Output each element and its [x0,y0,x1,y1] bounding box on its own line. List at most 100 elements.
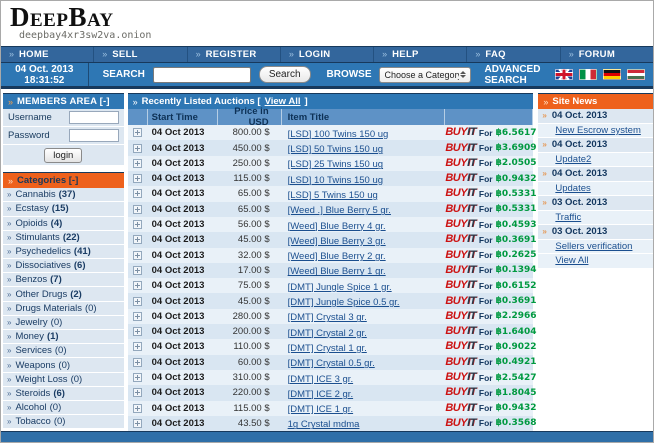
news-article-link[interactable]: Updates [555,182,591,194]
category-item[interactable]: » Jewelry (0) [3,315,124,331]
item-title-link[interactable]: [LSD] 5 Twins 150 ug [287,190,378,201]
buy-it-button[interactable]: BUYIT [445,356,476,368]
buy-it-button[interactable]: BUYIT [445,295,476,307]
expand-icon[interactable] [133,220,143,230]
expand-icon[interactable] [133,342,143,352]
nav-item-sell[interactable]: SELL [94,46,188,63]
uk-flag-icon[interactable] [555,69,573,81]
news-view-all-link[interactable]: View All [555,255,589,267]
view-all-link[interactable]: View All [264,96,301,108]
buy-it-button[interactable]: BUYIT [445,249,476,261]
item-title-link[interactable]: [DMT] ICE 3 gr. [287,373,354,385]
expand-icon[interactable] [133,204,143,214]
expand-icon[interactable] [133,327,143,337]
buy-it-button[interactable]: BUYIT [445,264,476,276]
expand-icon[interactable] [133,418,143,428]
username-field[interactable] [68,111,119,125]
expand-icon[interactable] [133,265,143,275]
nav-item-forum[interactable]: FORUM [561,47,653,63]
item-title-link[interactable]: [Weed] Blue Berry 4 gr. [287,220,386,232]
category-select[interactable]: Choose a Category [378,66,471,83]
password-field[interactable] [68,129,119,143]
buy-it-button[interactable]: BUYIT [445,234,476,245]
item-title-link[interactable]: [Weed] Blue Berry 3 gr. [287,235,386,247]
buy-it-button[interactable]: BUYIT [445,188,476,199]
news-article-link[interactable]: New Escrow system [555,124,641,136]
expand-icon[interactable] [133,296,143,306]
expand-icon[interactable] [133,143,143,153]
category-item[interactable]: » Weapons (0) [3,358,124,373]
buy-it-button[interactable]: BUYIT [445,219,476,230]
item-title-link[interactable]: [LSD] 50 Twins 150 ug [287,144,384,156]
news-article-link[interactable]: Update2 [555,153,592,165]
expand-icon[interactable] [133,158,143,168]
category-item[interactable]: » Money (1) [3,330,124,345]
buy-it-button[interactable]: BUYIT [445,326,476,337]
buy-it-button[interactable]: BUYIT [445,417,476,429]
item-title-link[interactable]: [DMT] ICE 1 gr. [287,404,354,416]
item-title-link[interactable]: [DMT] Crystal 3 gr. [287,312,367,324]
item-title-link[interactable]: [Weed] Blue Berry 2 gr. [287,251,386,263]
item-title-link[interactable]: [DMT] Crystal 0.5 gr. [287,358,375,370]
expand-icon[interactable] [133,388,143,398]
expand-icon[interactable] [133,357,143,367]
category-item[interactable]: » Other Drugs (2) [3,287,124,302]
item-title-link[interactable]: [Weed] Blue Berry 1 gr. [287,266,386,278]
hungary-flag-icon[interactable] [627,69,645,81]
category-item[interactable]: » Benzos (7) [3,273,124,288]
germany-flag-icon[interactable] [603,69,621,81]
expand-icon[interactable] [133,235,143,245]
category-item[interactable]: » Steroids (6) [3,386,124,401]
search-input[interactable] [152,66,251,83]
expand-icon[interactable] [133,250,143,260]
nav-item-register[interactable]: REGISTER [188,46,281,63]
item-title-link[interactable]: [DMT] Crystal 2 gr. [287,327,367,339]
category-item[interactable]: » Opioids (4) [3,216,124,231]
item-title-link[interactable]: [LSD] 25 Twins 150 ug [287,159,384,171]
buy-it-button[interactable]: BUYIT [445,402,476,414]
buy-it-button[interactable]: BUYIT [445,280,476,291]
buy-it-button[interactable]: BUYIT [445,387,476,398]
expand-icon[interactable] [133,311,143,321]
category-item[interactable]: » Stimulants (22) [3,230,124,245]
category-item[interactable]: » Ecstasy (15) [3,202,124,217]
buy-it-button[interactable]: BUYIT [445,157,476,169]
buy-it-button[interactable]: BUYIT [445,372,476,383]
item-title-link[interactable]: 1g Crystal mdma [287,419,360,431]
nav-item-home[interactable]: HOME [1,46,95,63]
category-item[interactable]: » Tobacco (0) [3,415,124,430]
expand-icon[interactable] [133,128,143,138]
item-title-link[interactable]: [Weed .] Blue Berry 5 gr. [287,205,391,217]
buy-it-button[interactable]: BUYIT [445,173,476,184]
item-title-link[interactable]: [DMT] Jungle Spice 1 gr. [287,281,392,293]
item-title-link[interactable]: [LSD] 10 Twins 150 ug [287,174,384,186]
expand-icon[interactable] [133,373,143,383]
news-article-link[interactable]: Sellers verification [555,240,633,252]
expand-icon[interactable] [133,281,143,291]
expand-icon[interactable] [133,189,143,199]
expand-icon[interactable] [133,403,143,413]
category-item[interactable]: » Weight Loss (0) [3,372,124,387]
nav-item-help[interactable]: HELP [374,46,468,63]
login-button[interactable]: login [44,147,83,163]
item-title-link[interactable]: [DMT] ICE 2 gr. [287,388,354,400]
italy-flag-icon[interactable] [579,69,597,81]
search-button[interactable]: Search [258,66,311,84]
category-item[interactable]: » Psychedelics (41) [3,244,124,260]
category-item[interactable]: » Alcohol (0) [3,400,124,416]
item-title-link[interactable]: [DMT] Crystal 1 gr. [287,342,367,354]
category-item[interactable]: » Cannabis (37) [3,188,124,203]
category-item[interactable]: » Drugs Materials (0) [3,301,124,316]
category-item[interactable]: » Dissociatives (6) [3,259,124,274]
nav-item-login[interactable]: LOGIN [281,46,375,63]
news-article-link[interactable]: Traffic [555,211,582,223]
advanced-search-link[interactable]: ADVANCED SEARCH [484,63,541,86]
buy-it-button[interactable]: BUYIT [445,310,476,322]
expand-icon[interactable] [133,174,143,184]
buy-it-button[interactable]: BUYIT [445,142,476,154]
item-title-link[interactable]: [DMT] Jungle Spice 0.5 gr. [287,297,400,309]
buy-it-button[interactable]: BUYIT [445,127,476,138]
item-title-link[interactable]: [LSD] 100 Twins 150 ug [287,128,389,140]
buy-it-button[interactable]: BUYIT [445,341,476,352]
nav-item-faq[interactable]: FAQ [467,46,561,63]
